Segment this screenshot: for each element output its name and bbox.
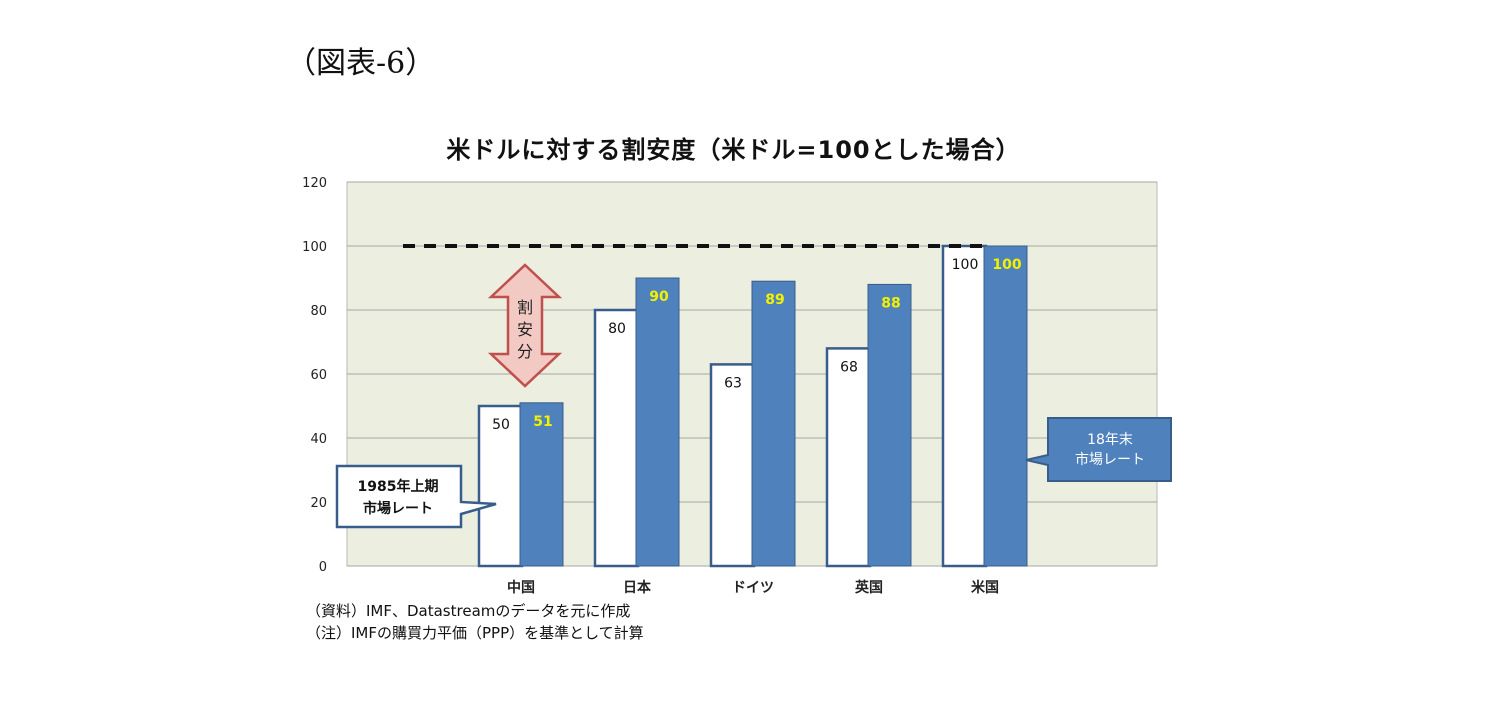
figure-label: （図表-6） (286, 46, 436, 81)
y-tick-label: 120 (302, 176, 327, 191)
y-tick-label: 40 (310, 432, 327, 447)
callout-2018-box (1025, 417, 1172, 482)
method-note: （注）IMFの購買力平価（PPP）を基準として計算 (306, 624, 644, 642)
data-label: 50 (492, 417, 510, 433)
data-label: 68 (840, 359, 858, 375)
x-tick-label: ドイツ (732, 580, 774, 596)
data-label: 89 (765, 292, 784, 308)
y-tick-label: 100 (302, 240, 327, 255)
bar (751, 280, 796, 567)
y-tick-label: 80 (310, 304, 327, 319)
annotation-text: 分 (517, 342, 533, 361)
data-label: 80 (608, 321, 626, 337)
annotation-text: 安 (517, 320, 533, 339)
data-label: 51 (533, 414, 552, 430)
y-tick-label: 60 (310, 368, 327, 383)
data-label: 100 (952, 257, 979, 273)
y-tick-label: 0 (319, 560, 327, 575)
data-label: 100 (992, 257, 1021, 273)
bar (825, 347, 872, 568)
bar (867, 283, 912, 567)
double-arrow-icon (487, 263, 563, 388)
callout-1985-box (335, 464, 497, 529)
bar (983, 245, 1028, 567)
annotation-text: 割 (517, 298, 533, 317)
source-note: （資料）IMF、Datastreamのデータを元に作成 (306, 602, 631, 620)
callout-1985-text: 1985年上期 (358, 478, 439, 495)
bar (519, 402, 564, 567)
x-tick-label: 英国 (854, 579, 883, 596)
bar (477, 404, 524, 568)
x-tick-label: 中国 (507, 579, 535, 596)
bar (941, 244, 988, 568)
x-tick-label: 日本 (623, 579, 652, 596)
chart-title-text: 米ドルに対する割安度（米ドル=100とした場合） (446, 136, 1021, 164)
y-tick-label: 20 (310, 496, 327, 511)
bar (709, 363, 756, 568)
bar (635, 277, 680, 567)
callout-2018-text: 18年末 (1087, 432, 1133, 448)
bar (593, 308, 640, 568)
bar-chart: 0 20 40 60 80 100 120 50 80 63 68 100 51 90 89 88 100 中… (302, 176, 1172, 596)
callout-1985-text: 市場レート (363, 500, 433, 517)
chart-title: 米ドルに対する割安度（米ドル=100とした場合） (0, 130, 1491, 165)
callout-2018-text: 市場レート (1075, 451, 1145, 468)
x-tick-label: 米国 (971, 579, 999, 596)
data-label: 63 (724, 375, 742, 391)
data-label: 90 (649, 289, 669, 305)
data-label: 88 (881, 295, 900, 311)
